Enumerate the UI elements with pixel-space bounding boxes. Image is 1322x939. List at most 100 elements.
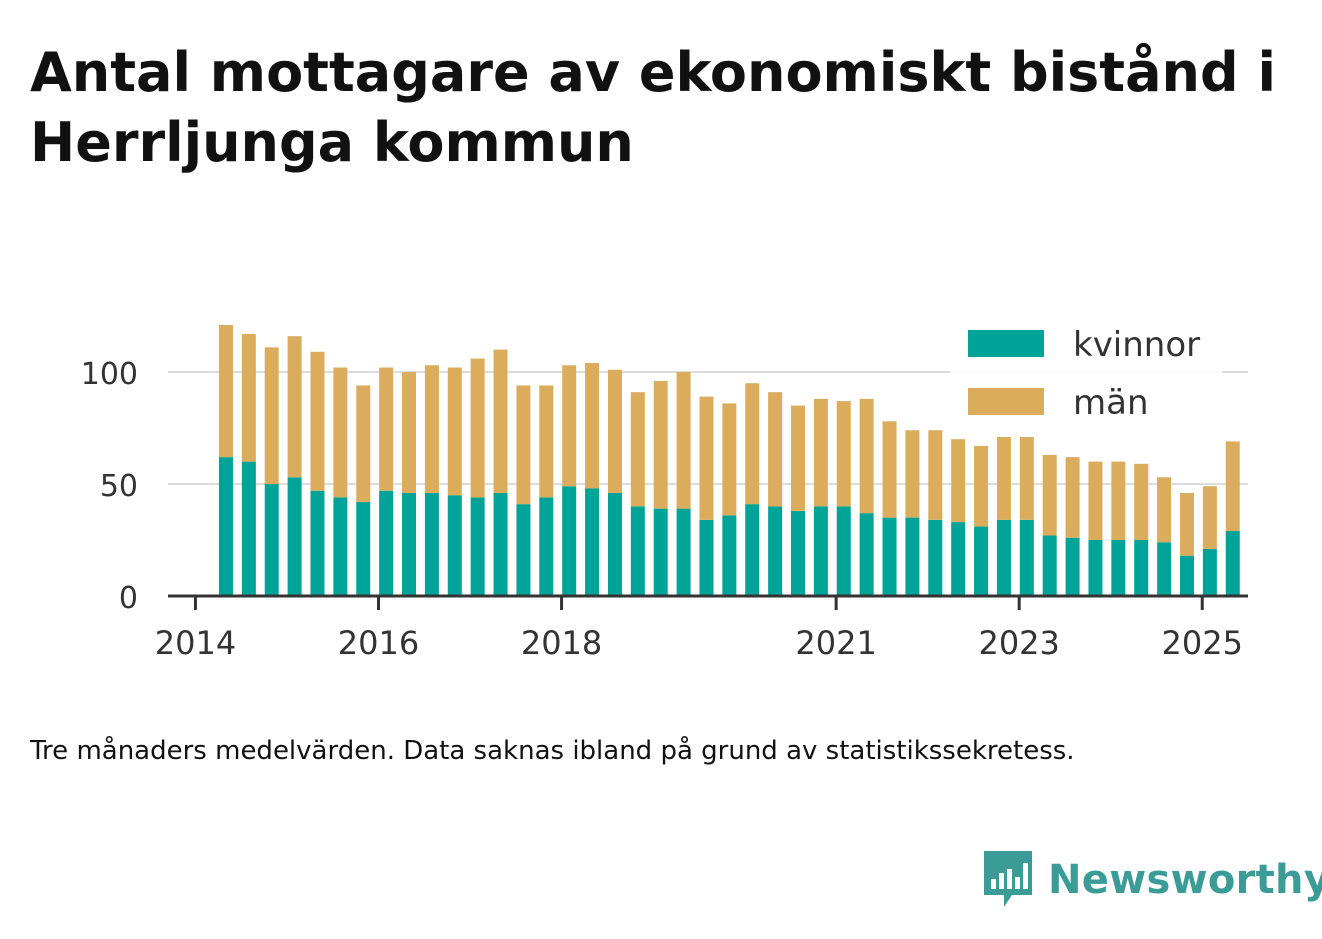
logo-text: Newsworthy [1048, 857, 1322, 903]
bar-man [379, 367, 394, 491]
x-tick-label: 2016 [338, 624, 419, 662]
bar-kvinnor [424, 492, 439, 596]
bar-group [653, 380, 668, 596]
bar-man [974, 445, 989, 527]
bar-group [1088, 461, 1103, 596]
bar-man [539, 385, 554, 498]
bar-man [1042, 454, 1057, 536]
bar-kvinnor [310, 490, 325, 596]
bar-group [493, 349, 508, 596]
bar-kvinnor [1042, 535, 1057, 596]
bar-kvinnor [1225, 531, 1240, 596]
legend-swatch [968, 330, 1044, 357]
bar-group [356, 385, 371, 596]
bar-kvinnor [996, 519, 1011, 596]
bar-kvinnor [1019, 519, 1034, 596]
bar-kvinnor [745, 504, 760, 596]
footnote: Tre månaders medelvärden. Data saknas ib… [30, 736, 1075, 766]
legend-label: män [1073, 383, 1149, 423]
bar-group [699, 396, 714, 596]
bar-kvinnor [1179, 555, 1194, 596]
bar-kvinnor [699, 519, 714, 596]
bar-man [722, 403, 737, 516]
bar-kvinnor [447, 495, 462, 596]
bar-man [310, 351, 325, 491]
bar-kvinnor [241, 461, 256, 596]
bar-group [1065, 457, 1080, 596]
newsworthy-logo: Newsworthy [982, 848, 1322, 912]
bar-man [264, 347, 279, 484]
bar-kvinnor [1157, 542, 1172, 596]
bar-kvinnor [287, 477, 302, 596]
bar-kvinnor [791, 510, 805, 596]
bar-man [905, 430, 920, 518]
bar-man [1019, 436, 1034, 520]
bar-group [562, 365, 577, 596]
bar-group [470, 358, 485, 596]
bar-kvinnor [813, 506, 828, 596]
bar-group [791, 405, 805, 596]
bar-group [996, 436, 1011, 596]
bar-man [1111, 461, 1126, 540]
bar-man [745, 383, 760, 505]
bar-kvinnor [402, 492, 417, 596]
bar-man [402, 372, 417, 493]
bar-group [539, 385, 554, 596]
bar-man [882, 421, 897, 518]
bar-kvinnor [379, 490, 394, 596]
bar-man [653, 380, 668, 509]
bar-kvinnor [218, 457, 233, 596]
x-tick-label: 2018 [521, 624, 602, 662]
bar-kvinnor [653, 508, 668, 596]
bar-man [859, 398, 874, 514]
bar-kvinnor [1202, 548, 1217, 596]
bar-kvinnor [630, 506, 645, 596]
bar-kvinnor [722, 515, 737, 596]
bar-group [859, 398, 874, 596]
bar-group [264, 347, 279, 596]
bar-man [1179, 492, 1194, 556]
bar-man [791, 405, 805, 511]
bar-group [516, 385, 531, 596]
bar-group [424, 365, 439, 596]
bar-man [447, 367, 462, 496]
x-axis: 2014 2016 2018 2021 2023 2025 [155, 594, 1248, 662]
bar-man [241, 333, 256, 462]
bar-kvinnor [1065, 537, 1080, 596]
stacked-bar-chart: 2014 2016 2018 2021 2023 2025 0 50 100 kvinnor m… [80, 318, 1248, 662]
bar-man [836, 401, 851, 507]
bar-kvinnor [516, 504, 531, 596]
bar-man [607, 369, 622, 493]
bar-man [951, 439, 966, 523]
legend-swatch [968, 388, 1044, 415]
bars [218, 324, 1240, 596]
bar-man [424, 365, 439, 493]
bar-group [1179, 492, 1194, 596]
bar-group [768, 392, 783, 596]
bar-group [402, 372, 417, 596]
bar-kvinnor [585, 488, 600, 596]
bar-group [607, 369, 622, 596]
bar-group [1134, 463, 1149, 596]
bar-man [585, 363, 600, 489]
bar-group [310, 351, 325, 596]
bar-group [1111, 461, 1126, 596]
y-tick-label: 0 [119, 581, 138, 616]
bar-kvinnor [905, 517, 920, 596]
bar-kvinnor [539, 497, 554, 596]
bar-kvinnor [859, 513, 874, 596]
bar-kvinnor [974, 526, 989, 596]
bar-man [1134, 463, 1149, 540]
bar-group [951, 439, 966, 596]
bar-kvinnor [676, 508, 691, 596]
bar-group [722, 403, 737, 596]
bar-man [218, 324, 233, 458]
bar-kvinnor [882, 517, 897, 596]
legend: kvinnor män [950, 318, 1222, 428]
bar-group [241, 333, 256, 596]
y-tick-label: 100 [81, 357, 138, 392]
chart-title: Antal mottagare av ekonomiskt bistånd i … [30, 41, 1276, 174]
bar-kvinnor [333, 497, 348, 596]
bar-group [630, 392, 645, 596]
bar-group [333, 367, 348, 596]
